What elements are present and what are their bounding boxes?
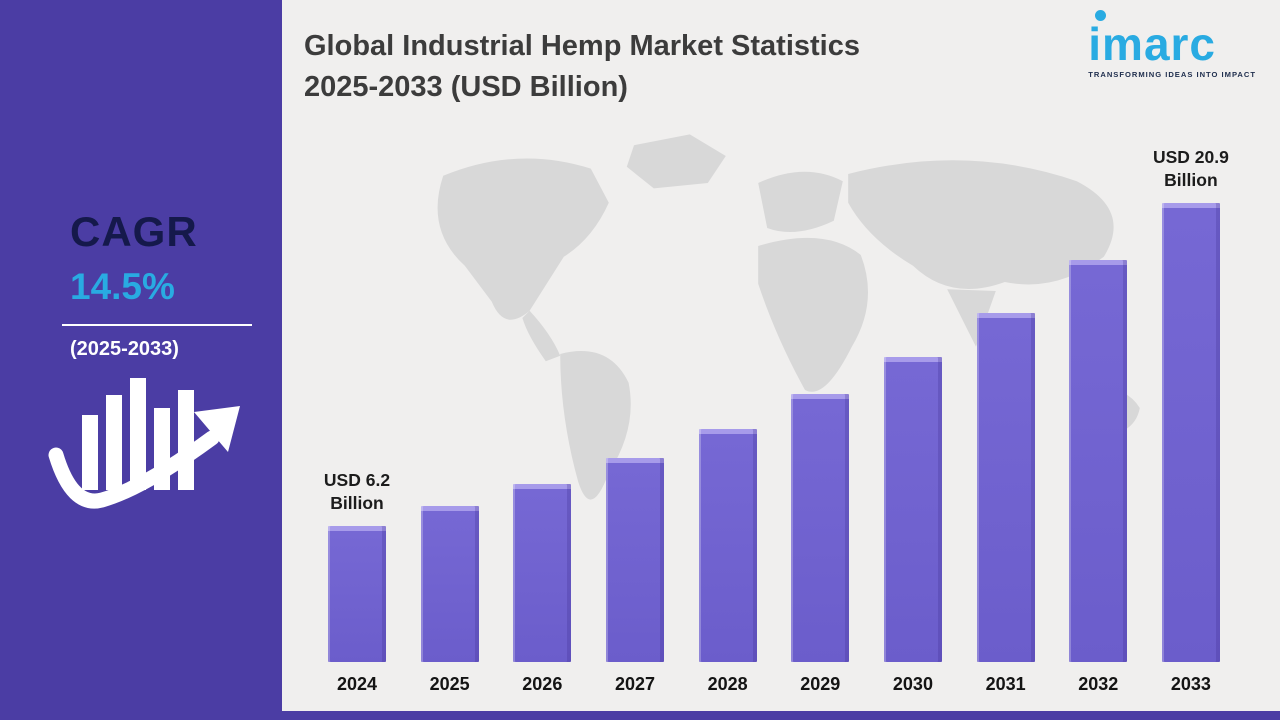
bar-2033 [1161,203,1220,662]
bar-chart: USD 6.2 Billion 2024 2025 2026 2027 2028 2029 2… [324,147,1229,700]
imarc-logo: imarc TRANSFORMING IDEAS INTO IMPACT [1088,10,1256,79]
x-axis-label-2029: 2029 [800,674,841,694]
x-axis-label-2033: 2033 [1170,674,1211,694]
logo-tagline: TRANSFORMING IDEAS INTO IMPACT [1088,70,1256,79]
bar-column-2029: 2029 [791,200,850,700]
logo-brand: imarc [1088,18,1217,70]
cagr-block: CAGR 14.5% (2025-2033) [62,208,260,361]
bar-value-annotation-2033: USD 20.9 Billion [1152,146,1229,191]
bar-2028 [698,429,757,662]
bar-2031 [976,313,1035,662]
x-axis-label-2031: 2031 [985,674,1026,694]
bar-2027 [605,458,664,662]
bar-column-2024: USD 6.2 Billion 2024 [324,200,390,700]
bar-2029 [791,394,850,662]
cagr-period: (2025-2033) [70,338,179,360]
bar-column-2031: 2031 [976,200,1035,700]
bar-2024 [328,526,386,662]
bar-column-2032: 2032 [1069,200,1128,700]
cagr-value: 14.5% [70,266,175,307]
x-axis-label-2032: 2032 [1078,674,1119,694]
bar-2025 [420,506,479,662]
x-axis-label-2024: 2024 [336,674,378,694]
logo-dot-icon [1095,10,1107,21]
chart-title-line1: Global Industrial Hemp Market Statistics [304,30,860,62]
bar-value-annotation-2024: USD 6.2 Billion [323,469,391,514]
x-axis-label-2030: 2030 [892,674,933,694]
x-axis-label-2028: 2028 [707,674,748,694]
cagr-label: CAGR [70,208,198,255]
cagr-sidebar: CAGR 14.5% (2025-2033) [0,0,282,720]
cagr-divider [62,324,252,326]
bar-column-2028: 2028 [698,200,757,700]
bar-2026 [513,484,572,662]
bar-column-2026: 2026 [513,200,572,700]
chart-title-line2: 2025-2033 (USD Billion) [304,70,628,103]
bar-2032 [1069,260,1128,662]
bar-column-2030: 2030 [883,200,942,700]
bottom-accent-strip [282,711,1280,720]
chart-panel: Global Industrial Hemp Market Statistics… [282,0,1280,720]
bar-2030 [883,357,942,662]
x-axis-label-2026: 2026 [522,674,563,694]
bar-column-2033: USD 20.9 Billion 2033 [1153,147,1229,700]
x-axis-label-2025: 2025 [429,674,470,694]
x-axis-label-2027: 2027 [614,674,655,694]
growth-chart-arrow-icon [48,378,240,509]
bar-column-2027: 2027 [605,200,664,700]
chart-title: Global Industrial Hemp Market Statistics… [304,26,1064,107]
bar-column-2025: 2025 [420,200,479,700]
